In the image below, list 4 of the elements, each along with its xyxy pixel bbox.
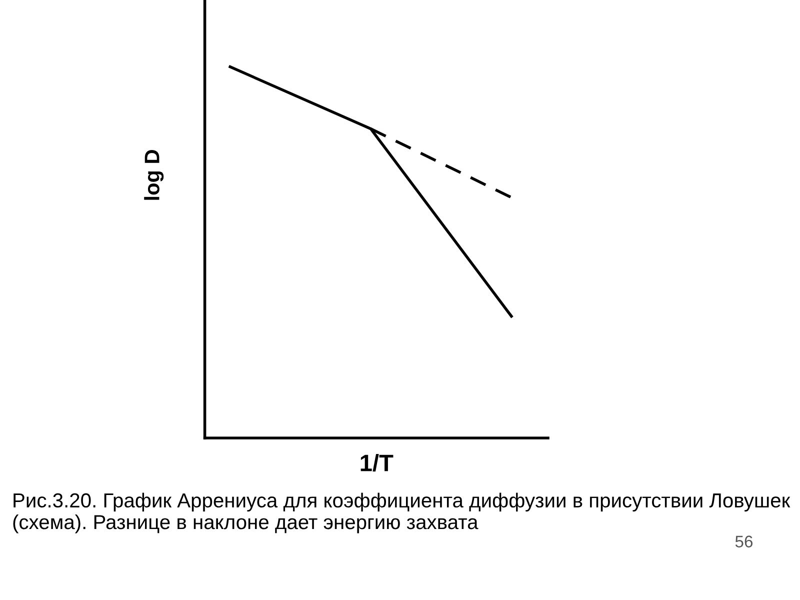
text: 56 [735, 536, 753, 548]
x-axis-title: 1/T [360, 454, 394, 472]
text: Рис.3.20. График Аррениуса для коэффициента диффузии в присутствии Ловушек (схема). Разнице в наклоне дает энергию захвата [13, 492, 790, 534]
y-axis-title: log D [144, 150, 164, 200]
